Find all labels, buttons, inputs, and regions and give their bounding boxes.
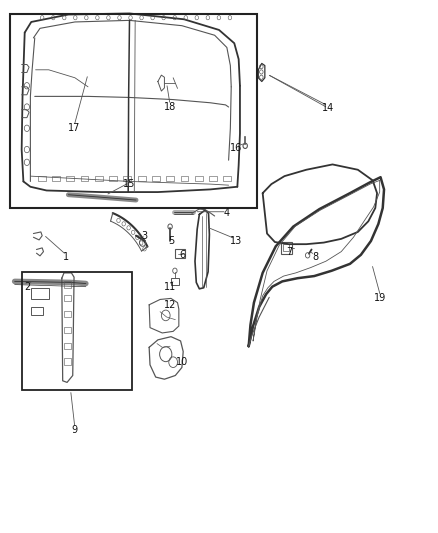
Text: 7: 7	[286, 247, 292, 256]
Text: 15: 15	[124, 179, 136, 189]
Text: 9: 9	[72, 425, 78, 435]
Bar	[81, 176, 88, 181]
Text: 13: 13	[230, 236, 242, 246]
Text: 12: 12	[164, 300, 176, 310]
Text: 3: 3	[142, 231, 148, 241]
Bar	[195, 176, 203, 181]
Text: 11: 11	[164, 282, 176, 292]
Bar	[209, 176, 217, 181]
Text: 10: 10	[176, 357, 188, 367]
Bar	[152, 176, 160, 181]
Bar	[95, 176, 103, 181]
Bar	[171, 278, 179, 285]
Bar	[64, 327, 71, 333]
Bar	[109, 176, 117, 181]
Bar	[180, 176, 188, 181]
Text: 2: 2	[24, 282, 30, 292]
Bar	[38, 176, 46, 181]
Text: 14: 14	[322, 103, 334, 113]
Bar	[223, 176, 231, 181]
Bar	[64, 311, 71, 317]
Bar	[175, 249, 185, 258]
Text: 17: 17	[68, 123, 80, 133]
Text: 4: 4	[224, 208, 230, 219]
Bar	[64, 359, 71, 365]
Bar	[66, 176, 74, 181]
Bar	[31, 288, 49, 300]
Bar	[124, 176, 131, 181]
Text: 5: 5	[168, 236, 174, 246]
Bar	[11, 14, 257, 208]
Text: 8: 8	[312, 252, 318, 262]
Bar	[31, 307, 43, 316]
Text: 18: 18	[164, 102, 176, 112]
Bar	[281, 242, 292, 254]
Bar	[64, 295, 71, 301]
Bar	[138, 176, 145, 181]
Bar	[166, 176, 174, 181]
Bar	[52, 176, 60, 181]
Bar	[21, 272, 132, 390]
Bar	[283, 244, 289, 251]
Text: 16: 16	[230, 143, 243, 154]
Text: 1: 1	[63, 252, 69, 262]
Bar	[64, 343, 71, 349]
Text: 6: 6	[179, 250, 185, 260]
Text: 19: 19	[374, 293, 387, 303]
Bar	[64, 281, 71, 288]
